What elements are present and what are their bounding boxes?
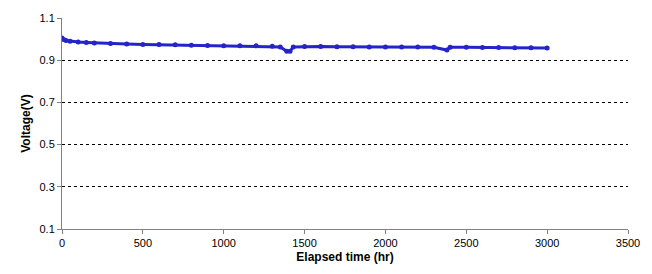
svg-text:3000: 3000	[535, 237, 559, 249]
svg-text:1000: 1000	[211, 237, 235, 249]
svg-text:0.3: 0.3	[40, 181, 55, 193]
svg-text:2500: 2500	[454, 237, 478, 249]
svg-text:0.1: 0.1	[40, 223, 55, 235]
svg-text:1500: 1500	[292, 237, 316, 249]
svg-text:Elapsed time (hr): Elapsed time (hr)	[296, 250, 393, 264]
svg-text:500: 500	[134, 237, 152, 249]
svg-text:2000: 2000	[373, 237, 397, 249]
svg-text:3500: 3500	[616, 237, 640, 249]
svg-text:0.7: 0.7	[40, 96, 55, 108]
svg-text:0: 0	[59, 237, 65, 249]
svg-text:0.5: 0.5	[40, 138, 55, 150]
svg-text:Voltage(V): Voltage(V)	[19, 94, 33, 152]
svg-text:1.1: 1.1	[40, 12, 55, 24]
svg-text:0.9: 0.9	[40, 54, 55, 66]
